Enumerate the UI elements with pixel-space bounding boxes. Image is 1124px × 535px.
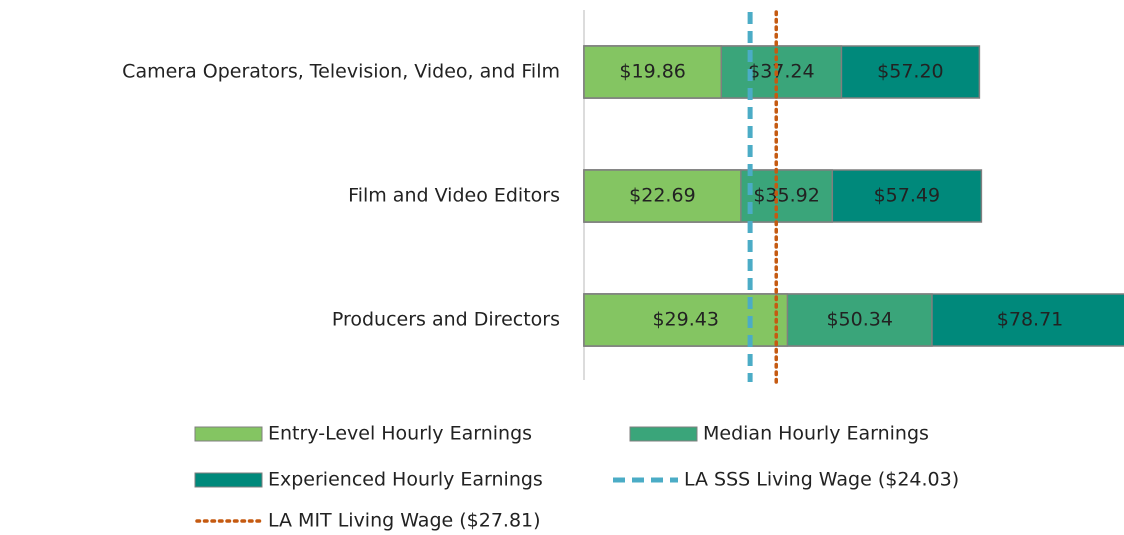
legend-label: Experienced Hourly Earnings [268,469,543,491]
value-label: $78.71 [997,309,1063,331]
bar [583,293,789,347]
value-label: $22.69 [629,185,695,207]
category-label: Producers and Directors [332,309,560,331]
legend-swatch [194,472,263,488]
category-label: Film and Video Editors [348,185,560,207]
bar [583,169,742,223]
value-label: $35.92 [753,185,819,207]
value-label: $57.49 [874,185,940,207]
legend-label: LA SSS Living Wage ($24.03) [684,469,959,491]
legend-swatch [194,426,263,442]
value-label: $19.86 [619,61,685,83]
legend-label: LA MIT Living Wage ($27.81) [268,510,541,532]
legend-swatch [629,426,698,442]
bar [583,45,723,99]
value-label: $57.20 [877,61,943,83]
category-label: Camera Operators, Television, Video, and… [122,61,560,83]
value-label: $50.34 [826,309,892,331]
legend-label: Median Hourly Earnings [703,423,929,445]
value-label: $29.43 [652,309,718,331]
value-label: $37.24 [748,61,814,83]
legend-label: Entry-Level Hourly Earnings [268,423,532,445]
